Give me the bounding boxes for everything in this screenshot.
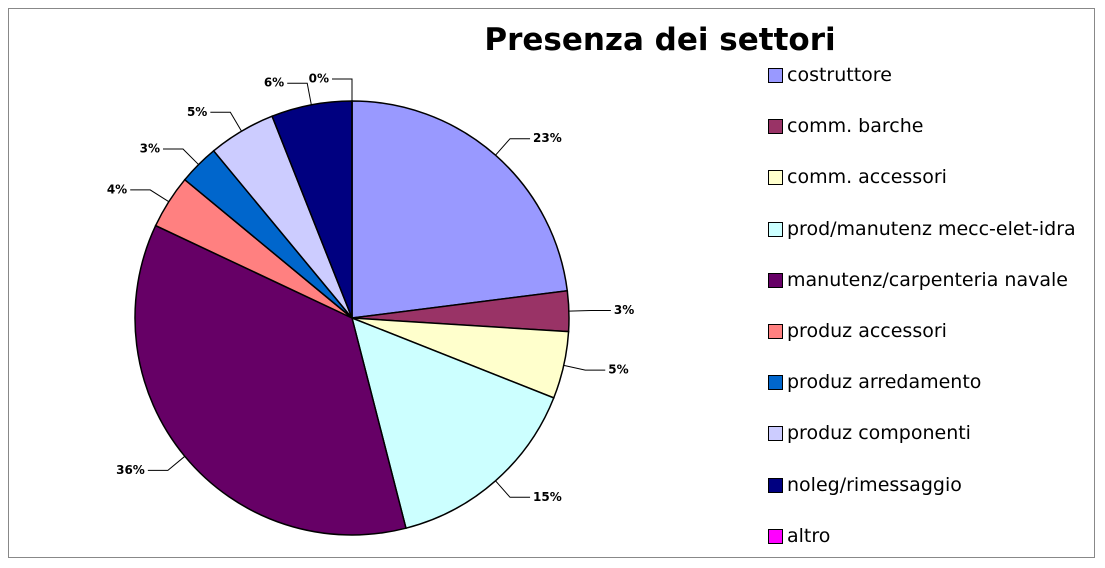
leader-line bbox=[568, 309, 611, 312]
leader-line bbox=[147, 455, 186, 471]
data-label: 3% bbox=[614, 303, 634, 317]
legend-swatch bbox=[768, 68, 783, 83]
legend-swatch bbox=[768, 375, 783, 391]
legend-label: noleg/rimessaggio bbox=[787, 473, 962, 496]
data-label: 0% bbox=[309, 72, 329, 86]
legend-label: manutenz/carpenteria navale bbox=[787, 268, 1068, 291]
leader-line bbox=[287, 82, 312, 105]
leader-line bbox=[332, 78, 353, 101]
legend-label: prod/manutenz mecc-elet-idra bbox=[787, 217, 1076, 240]
legend-swatch bbox=[768, 477, 783, 493]
pie-slice bbox=[350, 316, 555, 530]
legend-swatch bbox=[768, 426, 783, 442]
data-label: 5% bbox=[187, 105, 207, 119]
legend-item: produz componenti bbox=[768, 422, 1088, 444]
legend-item: produz arredamento bbox=[768, 371, 1088, 393]
legend-item: altro bbox=[768, 525, 1088, 547]
legend-item: produz accessori bbox=[768, 320, 1088, 342]
data-label: 3% bbox=[140, 142, 160, 156]
leader-line bbox=[495, 480, 531, 498]
legend-item: prod/manutenz mecc-elet-idra bbox=[768, 218, 1088, 240]
leader-line bbox=[163, 148, 199, 165]
legend-swatch bbox=[768, 324, 783, 339]
data-label: 6% bbox=[264, 76, 284, 90]
legend-item: comm. accessori bbox=[768, 166, 1088, 188]
data-label: 36% bbox=[116, 463, 145, 477]
legend-swatch bbox=[768, 221, 783, 237]
leader-line bbox=[563, 364, 606, 371]
legend-item: costruttore bbox=[768, 64, 1088, 86]
data-label: 15% bbox=[533, 490, 562, 504]
data-label: 4% bbox=[107, 182, 127, 196]
legend-label: produz accessori bbox=[787, 320, 947, 342]
legend-label: comm. barche bbox=[787, 115, 924, 138]
data-label: 23% bbox=[533, 131, 562, 145]
legend-label: produz arredamento bbox=[787, 371, 982, 394]
data-label: 5% bbox=[608, 363, 628, 377]
legend-label: comm. accessori bbox=[787, 166, 947, 189]
legend-swatch bbox=[768, 272, 783, 288]
legend-swatch bbox=[768, 170, 783, 186]
leader-line bbox=[210, 111, 242, 132]
leader-line bbox=[495, 138, 531, 156]
legend-swatch bbox=[768, 528, 783, 544]
legend-label: costruttore bbox=[787, 64, 892, 86]
leader-line bbox=[130, 189, 170, 203]
legend-item: noleg/rimessaggio bbox=[768, 474, 1088, 496]
legend-swatch bbox=[768, 119, 783, 135]
legend-label: altro bbox=[787, 524, 831, 547]
legend-item: manutenz/carpenteria navale bbox=[768, 269, 1088, 291]
legend-item: comm. barche bbox=[768, 115, 1088, 137]
chart-title: Presenza dei settori bbox=[484, 22, 836, 58]
legend-label: produz componenti bbox=[787, 422, 971, 445]
chart-frame bbox=[8, 8, 1095, 558]
